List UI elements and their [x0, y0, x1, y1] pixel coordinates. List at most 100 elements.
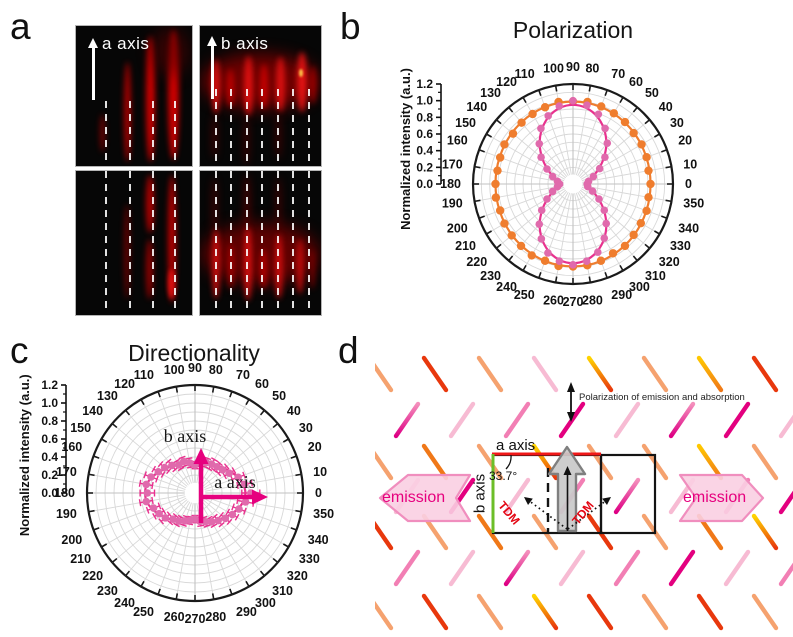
guide-dashed-line — [308, 89, 310, 162]
guide-dashed-line — [246, 171, 248, 311]
guide-dashed-line — [261, 89, 263, 162]
guide-dashed-line — [174, 101, 176, 162]
svg-text:0.2: 0.2 — [416, 160, 433, 174]
micrograph-right-top: b axis — [199, 25, 322, 167]
svg-text:10: 10 — [313, 465, 327, 479]
svg-text:180: 180 — [440, 177, 461, 191]
guide-dashed-line — [129, 101, 131, 162]
svg-text:320: 320 — [659, 255, 680, 269]
svg-text:90: 90 — [188, 361, 202, 375]
svg-text:260: 260 — [164, 610, 185, 624]
svg-text:30: 30 — [299, 421, 313, 435]
svg-text:130: 130 — [480, 86, 501, 100]
svg-text:320: 320 — [287, 569, 308, 583]
up-arrow-head-icon — [88, 38, 98, 48]
micrograph-left-top: a axis — [75, 25, 193, 167]
svg-text:280: 280 — [582, 293, 603, 307]
fluorescence-streak — [297, 52, 307, 112]
svg-text:240: 240 — [496, 280, 517, 294]
svg-text:80: 80 — [209, 363, 223, 377]
svg-text:20: 20 — [308, 440, 322, 454]
svg-text:100: 100 — [164, 363, 185, 377]
svg-text:120: 120 — [496, 75, 517, 89]
svg-text:350: 350 — [683, 196, 704, 210]
guide-dashed-line — [246, 89, 248, 162]
fluorescence-streak — [276, 57, 285, 112]
guide-dashed-line — [230, 171, 232, 311]
svg-text:0: 0 — [685, 177, 692, 191]
svg-text:260: 260 — [543, 293, 564, 307]
svg-text:100: 100 — [543, 62, 564, 76]
panel-b-label: b — [340, 6, 361, 47]
svg-text:150: 150 — [70, 421, 91, 435]
svg-text:0: 0 — [315, 486, 322, 500]
svg-text:1.2: 1.2 — [416, 77, 433, 91]
svg-text:60: 60 — [255, 377, 269, 391]
svg-text:220: 220 — [82, 569, 103, 583]
svg-text:350: 350 — [313, 507, 334, 521]
fluorescence-streak — [260, 249, 267, 289]
svg-text:270: 270 — [185, 612, 206, 626]
fluorescence-streak — [100, 114, 105, 152]
fluorescence-streak — [244, 56, 253, 116]
svg-text:300: 300 — [255, 596, 276, 610]
svg-text:330: 330 — [299, 552, 320, 566]
svg-text:120: 120 — [114, 377, 135, 391]
svg-text:330: 330 — [670, 239, 691, 253]
svg-text:0.2: 0.2 — [41, 468, 58, 482]
micrograph-axis-label: b axis — [221, 34, 269, 53]
fluorescence-streak — [146, 175, 154, 233]
panel-c-title: Directionality — [128, 340, 260, 366]
svg-text:80: 80 — [585, 62, 599, 76]
fluorescence-streak — [212, 114, 217, 159]
svg-text:200: 200 — [447, 221, 468, 235]
svg-text:140: 140 — [466, 100, 487, 114]
guide-dashed-line — [105, 101, 107, 162]
svg-text:0.0: 0.0 — [41, 486, 58, 500]
fluorescence-streak — [212, 177, 217, 237]
svg-text:240: 240 — [114, 596, 135, 610]
fluorescence-streak — [260, 64, 268, 109]
svg-text:310: 310 — [645, 269, 666, 283]
d-emission-left-label: emission — [382, 489, 446, 506]
fluorescence-streak — [146, 239, 153, 299]
fluorescence-streak — [168, 269, 175, 299]
panel-a-label: a — [10, 6, 31, 47]
svg-text:Normalized intensity (a.u.): Normalized intensity (a.u.) — [398, 68, 413, 230]
svg-text:70: 70 — [611, 67, 625, 81]
fluorescence-streak — [212, 59, 220, 114]
svg-text:210: 210 — [455, 239, 476, 253]
guide-dashed-line — [261, 171, 263, 311]
guide-dashed-line — [277, 89, 279, 162]
svg-text:220: 220 — [466, 255, 487, 269]
svg-text:110: 110 — [134, 368, 154, 382]
panel-b-title: Polarization — [512, 17, 634, 43]
fluorescence-streak — [146, 36, 155, 162]
d-emission-right-label: emission — [683, 489, 747, 506]
svg-text:150: 150 — [455, 116, 476, 130]
micrograph-left-bottom — [75, 170, 193, 316]
guide-dashed-line — [292, 89, 294, 162]
guide-dashed-line — [152, 171, 154, 311]
svg-text:70: 70 — [236, 368, 250, 382]
guide-dashed-line — [215, 89, 217, 162]
fluorescence-streak — [310, 249, 315, 289]
panel-d-label: d — [338, 330, 359, 371]
svg-text:0.8: 0.8 — [41, 414, 58, 428]
svg-text:90: 90 — [566, 60, 580, 74]
guide-dashed-line — [174, 171, 176, 311]
svg-text:40: 40 — [659, 100, 673, 114]
svg-text:340: 340 — [678, 221, 699, 235]
svg-text:190: 190 — [442, 196, 463, 210]
fluorescence-streak — [168, 30, 179, 160]
svg-text:230: 230 — [480, 269, 501, 283]
svg-text:50: 50 — [645, 86, 659, 100]
svg-text:0.6: 0.6 — [41, 432, 58, 446]
svg-text:200: 200 — [61, 533, 82, 547]
svg-text:10: 10 — [683, 158, 697, 172]
svg-text:0.0: 0.0 — [416, 177, 433, 191]
guide-dashed-line — [152, 101, 154, 162]
svg-text:130: 130 — [97, 389, 118, 403]
svg-text:1.0: 1.0 — [41, 396, 58, 410]
